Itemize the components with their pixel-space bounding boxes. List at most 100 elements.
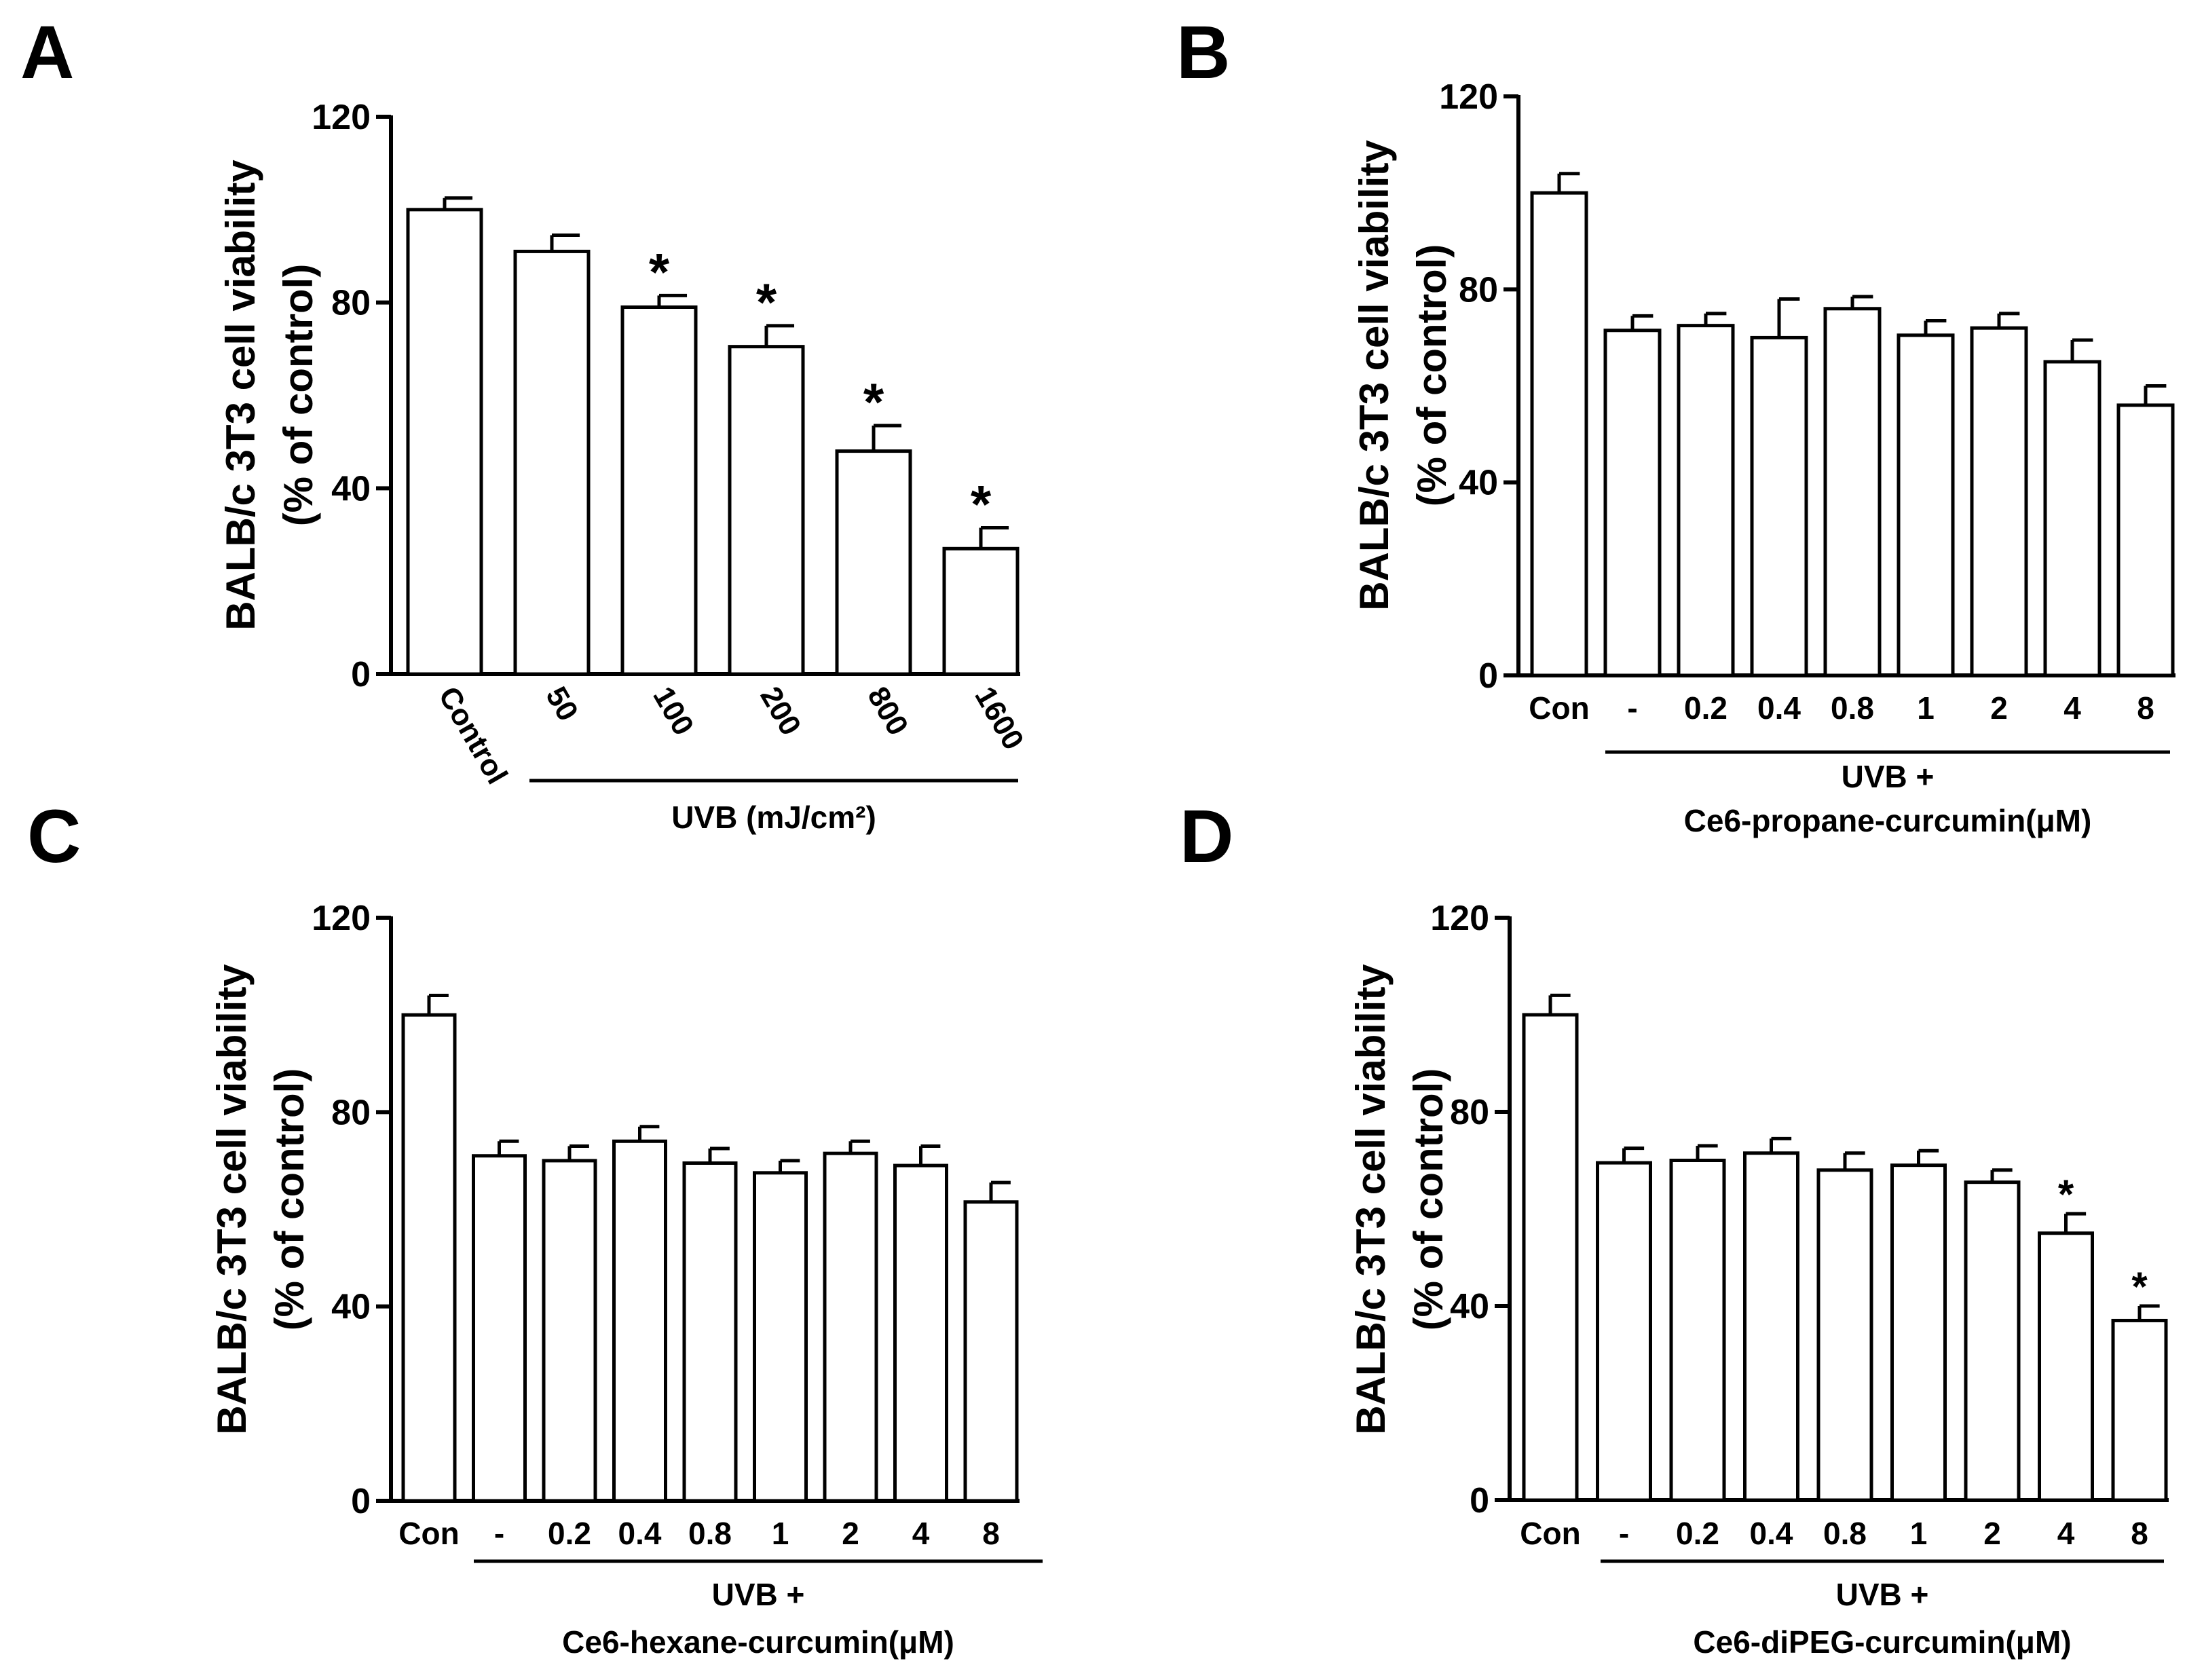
y-tick-label: 0 [1470, 1481, 1489, 1520]
x-tick-label: 50 [539, 682, 584, 727]
significance-star: * [863, 372, 884, 432]
x-tick-label: 1600 [968, 682, 1030, 755]
bar [823, 1151, 878, 1503]
bar [1677, 324, 1735, 677]
bar [620, 305, 698, 676]
bar [1603, 329, 1662, 677]
y-tick-label: 0 [351, 1482, 371, 1521]
panel-letter: D [1180, 795, 1233, 878]
y-axis-label-sub: (% of control) [1409, 244, 1455, 507]
y-tick-label: 120 [312, 98, 371, 137]
y-tick-label: 80 [1450, 1093, 1489, 1132]
x-tick-label: 4 [2057, 1516, 2075, 1551]
y-tick-label: 120 [1430, 899, 1489, 938]
y-axis-label: BALB/c 3T3 cell viability [209, 964, 255, 1435]
bar [1522, 1013, 1579, 1502]
bar [1750, 335, 1808, 677]
bar [542, 1159, 597, 1503]
y-axis-label-sub: (% of control) [276, 264, 321, 527]
y-axis-label-sub: (% of control) [267, 1068, 312, 1331]
x-tick-label: Con [398, 1516, 459, 1551]
x-tick-label: 1 [772, 1516, 789, 1551]
significance-star: * [649, 242, 670, 301]
bar [1816, 1168, 1873, 1502]
bar [2043, 360, 2102, 677]
y-tick-label: 40 [331, 1288, 371, 1327]
y-axis-label: BALB/c 3T3 cell viability [1351, 140, 1397, 611]
bar [728, 345, 805, 676]
x-tick-label: 0.4 [1750, 1516, 1793, 1551]
x-tick-label: Con [1529, 690, 1589, 726]
bar [1890, 1163, 1947, 1502]
x-tick-label: - [1619, 1516, 1629, 1551]
x-tick-label: 8 [2137, 690, 2154, 726]
group-label-compound: Ce6-hexane-curcumin(μM) [562, 1624, 954, 1660]
x-tick-label: 1 [1910, 1516, 1928, 1551]
bar [682, 1161, 738, 1503]
significance-star: * [756, 272, 777, 332]
x-tick-label: 8 [982, 1516, 1000, 1551]
x-tick-label: 800 [861, 682, 914, 741]
x-tick-label: - [494, 1516, 504, 1551]
x-tick-label: 4 [2063, 690, 2081, 726]
x-tick-label: 200 [753, 682, 807, 741]
chart-panel-b: B 0 40 80 120 BALB/c 3T3 cell viability (% of … [1176, 11, 2175, 838]
chart-panel-d: D 0 40 80 120 BALB/c 3T3 cell viability (% of … [1180, 795, 2169, 1660]
group-label: UVB (mJ/cm²) [671, 800, 876, 835]
bar [1596, 1161, 1652, 1502]
bar [835, 449, 912, 676]
bar [2038, 1231, 2094, 1502]
y-tick-label: 40 [1459, 464, 1498, 503]
x-tick-label: 0.2 [1684, 690, 1727, 726]
bar [1669, 1159, 1726, 1502]
group-label-compound: Ce6-diPEG-curcumin(μM) [1693, 1624, 2071, 1660]
x-tick-label: 0.8 [688, 1516, 732, 1551]
x-tick-label: 0.2 [1676, 1516, 1719, 1551]
x-tick-label: 4 [912, 1516, 930, 1551]
x-tick-label: 2 [1990, 690, 2008, 726]
bar [963, 1200, 1019, 1503]
significance-star: * [2131, 1264, 2148, 1309]
bar [1530, 191, 1588, 677]
y-tick-label: 120 [1439, 77, 1498, 117]
y-tick-label: 0 [351, 655, 371, 694]
panel-letter: C [27, 795, 81, 878]
x-tick-label: 0.2 [548, 1516, 591, 1551]
chart-panel-a: A 0 40 80 120 BALB/c 3T3 cell viability (% of … [20, 11, 1030, 835]
y-tick-label: 120 [312, 899, 371, 938]
x-tick-label: 0.4 [1757, 690, 1801, 726]
x-tick-label: 0.4 [618, 1516, 662, 1551]
x-tick-label: 0.8 [1831, 690, 1874, 726]
x-tick-label: 1 [1917, 690, 1935, 726]
bar [406, 208, 483, 676]
y-tick-label: 80 [1459, 270, 1498, 310]
group-label: UVB + [1842, 759, 1935, 794]
bar [942, 546, 1020, 676]
bar [753, 1171, 808, 1503]
x-tick-label: 100 [646, 682, 700, 741]
panel-letter: A [20, 11, 74, 94]
bar [1970, 326, 2028, 677]
bar [2111, 1318, 2168, 1502]
bar [1897, 333, 1955, 677]
bar [612, 1139, 667, 1503]
bar [472, 1154, 527, 1503]
x-tick-label: 2 [1983, 1516, 2001, 1551]
bar [1823, 307, 1882, 677]
significance-star: * [2058, 1172, 2074, 1217]
x-tick-label: Con [1520, 1516, 1580, 1551]
y-tick-label: 80 [331, 1093, 371, 1132]
panel-letter: B [1176, 11, 1230, 94]
y-tick-label: 40 [331, 469, 371, 508]
bar [513, 249, 591, 676]
x-tick-label: 8 [2131, 1516, 2148, 1551]
bar [401, 1013, 457, 1503]
bar [1964, 1180, 2021, 1502]
x-tick-label: 0.8 [1823, 1516, 1867, 1551]
chart-panel-c: C 0 40 80 120 BALB/c 3T3 cell viability (% of … [27, 795, 1043, 1660]
y-tick-label: 0 [1478, 656, 1498, 696]
x-tick-label: 2 [842, 1516, 859, 1551]
group-label-compound: Ce6-propane-curcumin(μM) [1684, 803, 2092, 838]
x-tick-label: - [1627, 690, 1637, 726]
